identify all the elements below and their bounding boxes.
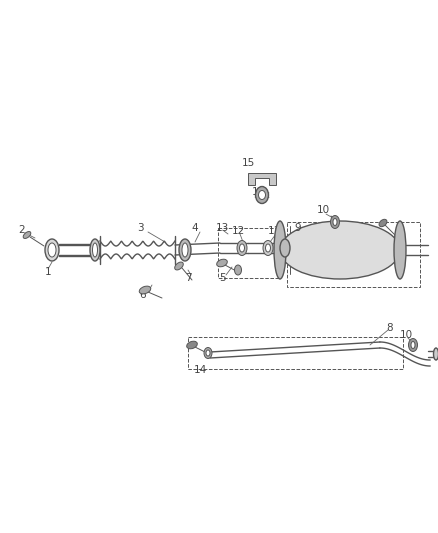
Ellipse shape [434, 348, 438, 360]
Text: 12: 12 [231, 226, 245, 236]
Ellipse shape [333, 219, 337, 225]
Text: 3: 3 [137, 223, 143, 233]
Bar [287, 222, 420, 287]
Ellipse shape [240, 244, 244, 252]
Ellipse shape [48, 243, 56, 257]
Text: 7: 7 [185, 273, 191, 283]
Ellipse shape [139, 286, 151, 294]
Ellipse shape [255, 187, 268, 204]
Text: 10: 10 [399, 330, 413, 340]
Text: 9: 9 [295, 223, 301, 233]
Text: 15: 15 [241, 158, 254, 168]
Text: 5: 5 [219, 273, 225, 283]
Text: 4: 4 [192, 223, 198, 233]
Ellipse shape [23, 231, 31, 238]
Ellipse shape [265, 244, 271, 252]
Ellipse shape [175, 262, 183, 270]
Ellipse shape [187, 341, 197, 349]
Bar [218, 228, 280, 278]
Ellipse shape [274, 221, 286, 279]
Ellipse shape [258, 190, 265, 199]
Text: 1: 1 [45, 267, 51, 277]
Text: 10: 10 [316, 205, 329, 215]
Text: 14: 14 [193, 365, 207, 375]
Ellipse shape [409, 338, 417, 351]
Ellipse shape [394, 221, 406, 279]
Text: 6: 6 [140, 290, 146, 300]
Ellipse shape [90, 239, 100, 261]
Polygon shape [248, 173, 276, 185]
Text: 13: 13 [215, 223, 229, 233]
Ellipse shape [263, 240, 273, 255]
Ellipse shape [92, 243, 98, 257]
Bar [188, 337, 403, 369]
Ellipse shape [234, 265, 241, 275]
Ellipse shape [206, 350, 210, 356]
Ellipse shape [217, 259, 227, 267]
Ellipse shape [179, 239, 191, 261]
Text: 2: 2 [19, 225, 25, 235]
Text: 11: 11 [267, 226, 281, 236]
Ellipse shape [45, 239, 59, 261]
Ellipse shape [204, 348, 212, 359]
Text: 8: 8 [387, 323, 393, 333]
Ellipse shape [280, 239, 290, 257]
Ellipse shape [182, 243, 188, 257]
Ellipse shape [411, 342, 415, 349]
Ellipse shape [237, 240, 247, 255]
Text: 16: 16 [251, 187, 265, 197]
Ellipse shape [280, 221, 400, 279]
Ellipse shape [331, 215, 339, 229]
Ellipse shape [379, 219, 387, 227]
